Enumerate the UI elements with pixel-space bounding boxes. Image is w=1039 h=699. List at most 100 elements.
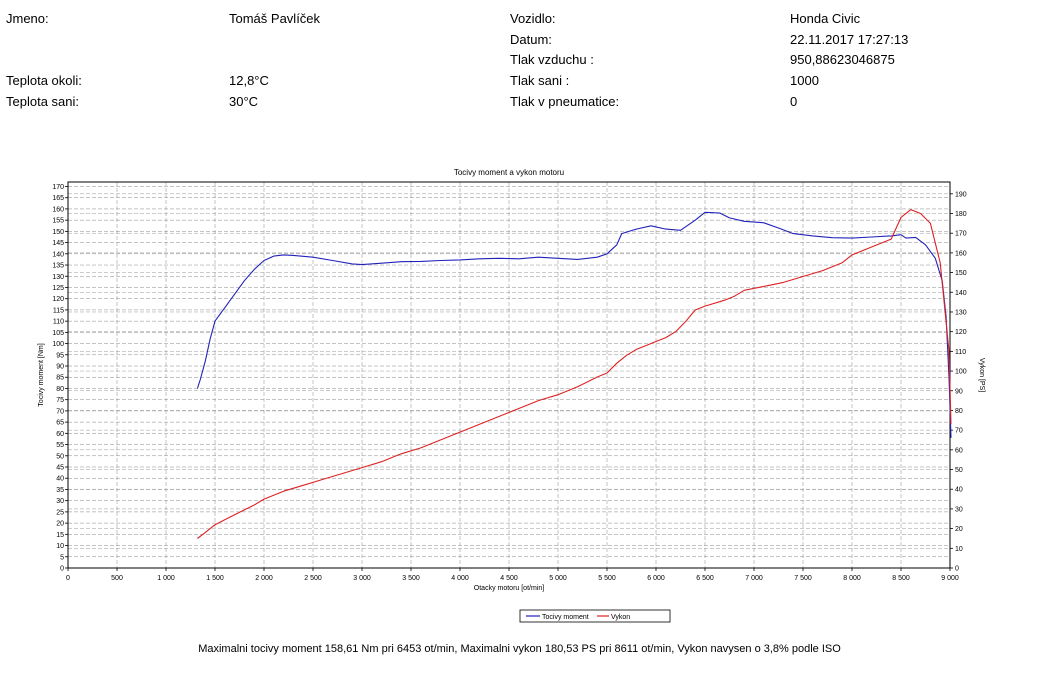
y-tick-label: 15 [56, 532, 64, 539]
x-tick-label: 6 500 [696, 575, 714, 582]
y-tick-label: 30 [56, 498, 64, 505]
y2-tick-label: 80 [955, 408, 963, 415]
x-tick-label: 1 500 [206, 575, 224, 582]
vozidlo-value: Honda Civic [790, 11, 861, 26]
x-tick-label: 6 000 [647, 575, 665, 582]
y2-tick-label: 40 [955, 487, 963, 494]
y-tick-label: 105 [52, 330, 64, 337]
legend-label-vykon: Vykon [611, 614, 630, 621]
tlak-pneumatice-value: 0 [790, 94, 798, 109]
y2-tick-label: 150 [955, 270, 967, 277]
y-tick-label: 65 [56, 420, 64, 427]
y2-tick-label: 0 [955, 566, 959, 573]
y-tick-label: 130 [52, 274, 64, 281]
y-tick-label: 160 [52, 206, 64, 213]
y2-tick-label: 50 [955, 467, 963, 474]
x-tick-label: 0 [66, 575, 70, 582]
y-tick-label: 95 [56, 352, 64, 359]
y-tick-label: 50 [56, 453, 64, 460]
tlak-vzduchu-label: Tlak vzduchu : [510, 52, 594, 67]
grid [67, 182, 951, 569]
y-tick-label: 10 [56, 543, 64, 550]
y2-tick-label: 100 [955, 369, 967, 376]
y-tick-label: 90 [56, 364, 64, 371]
y-tick-label: 145 [52, 240, 64, 247]
y-tick-label: 80 [56, 386, 64, 393]
y-tick-label: 125 [52, 285, 64, 292]
tlak-vzduchu-value: 950,88623046875 [790, 52, 895, 67]
x-axis-label: Otacky motoru [ot/min] [474, 585, 544, 592]
y-tick-label: 100 [52, 341, 64, 348]
legend: Tocivy moment Vykon [519, 609, 671, 623]
x-tick-label: 1 000 [157, 575, 175, 582]
y-tick-label: 20 [56, 521, 64, 528]
dyno-chart: 0 500 1 000 1 500 2 000 2 500 3 000 3 500 4 000 4… [38, 168, 985, 623]
y2-tick-label: 120 [955, 329, 967, 336]
x-tick-label: 4 000 [451, 575, 469, 582]
y2-tick-label: 190 [955, 191, 967, 198]
y-tick-label: 0 [60, 566, 64, 573]
chart-title: Tocivy moment a vykon motoru [454, 168, 564, 177]
x-tick-label: 5 000 [549, 575, 567, 582]
tlak-sani-value: 1000 [790, 73, 819, 88]
teplota-okoli-value: 12,8°C [229, 73, 269, 88]
x-tick-label: 3 000 [353, 575, 371, 582]
y-tick-label: 120 [52, 296, 64, 303]
y2-tick-label: 170 [955, 231, 967, 238]
y-tick-label: 70 [56, 408, 64, 415]
x-tick-label: 8 000 [843, 575, 861, 582]
series-line-vykon [197, 209, 952, 539]
legend-box [519, 609, 671, 623]
series-lines [196, 209, 952, 539]
tlak-pneumatice-label: Tlak v pneumatice: [510, 94, 620, 109]
y2-tick-label: 30 [955, 506, 963, 513]
x-tick-label: 5 500 [598, 575, 616, 582]
y-tick-label: 155 [52, 218, 64, 225]
y2-axis-label: Vykon [PS] [978, 358, 985, 392]
y-tick-label: 5 [60, 554, 64, 561]
y2-tick-label: 10 [955, 546, 963, 553]
series-line-tocivy-moment [196, 211, 952, 438]
y-tick-label: 85 [56, 375, 64, 382]
teplota-sani-value: 30°C [229, 94, 259, 109]
y-tick-label: 170 [52, 184, 64, 191]
y2-tick-label: 20 [955, 526, 963, 533]
jmeno-label: Jmeno: [6, 11, 49, 26]
y-tick-label: 110 [53, 319, 64, 326]
y-tick-label: 165 [52, 195, 64, 202]
vozidlo-label: Vozidlo: [510, 11, 556, 26]
datum-value: 22.11.2017 17:27:13 [790, 32, 909, 47]
y2-tick-label: 140 [955, 290, 967, 297]
datum-label: Datum: [510, 32, 552, 47]
y-tick-label: 115 [53, 307, 64, 314]
jmeno-value: Tomáš Pavlíček [229, 11, 321, 26]
y-tick-label: 75 [56, 397, 64, 404]
x-tick-label: 500 [111, 575, 123, 582]
y-tick-label: 40 [56, 476, 64, 483]
summary-text: Maximalni tocivy moment 158,61 Nm pri 64… [198, 643, 841, 655]
y2-tick-label: 70 [955, 428, 963, 435]
y-tick-label: 135 [52, 263, 64, 270]
y2-tick-label: 110 [955, 349, 966, 356]
teplota-sani-label: Teplota sani: [6, 94, 79, 109]
teplota-okoli-label: Teplota okoli: [6, 73, 82, 88]
x-tick-label: 2 000 [255, 575, 273, 582]
y-tick-label: 150 [52, 229, 64, 236]
x-tick-label: 3 500 [402, 575, 420, 582]
x-tick-label: 9 000 [941, 575, 959, 582]
y2-tick-label: 130 [955, 309, 967, 316]
y-tick-label: 55 [56, 442, 64, 449]
y2-tick-label: 60 [955, 447, 963, 454]
y-axis-label: Tocivy moment [Nm] [38, 343, 45, 406]
x-tick-label: 7 000 [745, 575, 763, 582]
y2-tick-label: 90 [955, 388, 963, 395]
axis-ticks: 0 500 1 000 1 500 2 000 2 500 3 000 3 500 4 000 4… [52, 184, 966, 582]
y-tick-label: 60 [56, 431, 64, 438]
y-tick-label: 25 [56, 509, 64, 516]
x-tick-label: 7 500 [794, 575, 812, 582]
legend-label-tocivy-moment: Tocivy moment [542, 614, 589, 621]
y-tick-label: 35 [56, 487, 64, 494]
y2-tick-label: 180 [955, 211, 967, 218]
y2-tick-label: 160 [955, 250, 967, 257]
y-tick-label: 140 [52, 251, 64, 258]
